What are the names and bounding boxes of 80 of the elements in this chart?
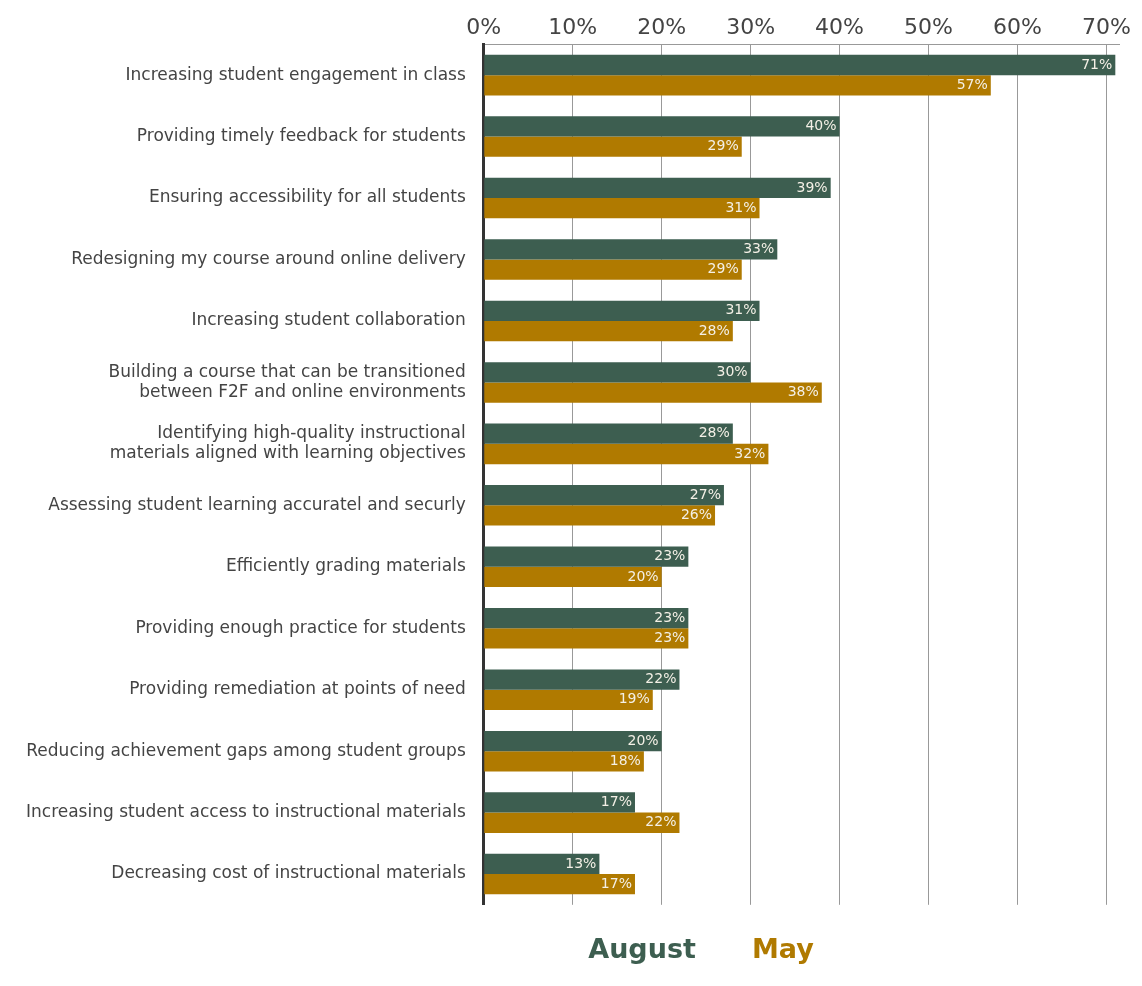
bar bbox=[484, 874, 635, 895]
data-label: 29% bbox=[707, 137, 739, 154]
y-tick-label: Reducing achievement gaps among student groups bbox=[26, 739, 466, 760]
data-label: 29% bbox=[707, 260, 739, 277]
data-label: 20% bbox=[627, 731, 659, 748]
data-label: 13% bbox=[565, 854, 597, 871]
bar bbox=[484, 239, 778, 260]
data-label: 17% bbox=[600, 874, 632, 891]
y-tick-label: Providing enough practice for students bbox=[135, 616, 466, 637]
data-label: 27% bbox=[689, 485, 721, 502]
bar bbox=[484, 382, 822, 403]
y-tick-label: Providing remediation at points of need bbox=[129, 678, 466, 699]
bar bbox=[484, 751, 644, 772]
bar bbox=[484, 177, 831, 199]
data-label: 33% bbox=[743, 240, 775, 256]
bar bbox=[484, 54, 1116, 76]
y-tick-label: Identifying high-quality instructional materials aligned with learning objectives bbox=[109, 422, 466, 463]
bar bbox=[484, 566, 662, 588]
bar bbox=[484, 628, 689, 649]
data-label: 17% bbox=[600, 793, 632, 810]
data-label: 38% bbox=[787, 383, 819, 400]
y-tick-label: Decreasing cost of instructional materials bbox=[111, 862, 466, 883]
data-label: 22% bbox=[645, 813, 677, 830]
bar bbox=[484, 792, 635, 813]
bar bbox=[484, 259, 742, 280]
data-label: 31% bbox=[725, 198, 757, 215]
bar bbox=[484, 362, 751, 383]
data-label: 23% bbox=[654, 608, 686, 625]
data-label: 23% bbox=[654, 547, 686, 564]
y-tick-label: Assessing student learning accuratel and securly bbox=[48, 493, 466, 514]
data-label: 39% bbox=[796, 178, 828, 195]
y-tick-label: Redesigning my course around online delivery bbox=[71, 247, 466, 268]
x-tick-label: 20% bbox=[637, 13, 687, 39]
bar bbox=[484, 853, 600, 875]
bar bbox=[484, 423, 733, 444]
x-tick-label: 10% bbox=[548, 13, 598, 39]
bar bbox=[484, 730, 662, 752]
data-label: 26% bbox=[680, 506, 713, 523]
y-tick-label: Building a course that can be transitioned between F2F and online environments bbox=[108, 360, 466, 402]
bar bbox=[484, 198, 760, 219]
data-label: 57% bbox=[956, 75, 988, 92]
y-tick-label: Increasing student access to instructional materials bbox=[25, 801, 466, 822]
data-label: 28% bbox=[698, 424, 730, 441]
x-tick-label: 0% bbox=[466, 13, 502, 39]
data-label: 40% bbox=[805, 117, 837, 134]
y-tick-label: Increasing student engagement in class bbox=[125, 63, 466, 84]
bar bbox=[484, 300, 760, 321]
y-tick-label: Increasing student collaboration bbox=[191, 309, 466, 330]
bar bbox=[484, 320, 733, 342]
bar bbox=[484, 669, 680, 690]
bar bbox=[484, 136, 742, 157]
y-tick-label: Efficiently grading materials bbox=[225, 555, 466, 576]
text: May bbox=[751, 933, 814, 964]
bar bbox=[484, 485, 724, 506]
data-label: 20% bbox=[627, 567, 659, 584]
y-tick-label: Providing timely feedback for students bbox=[136, 125, 466, 146]
x-tick-label: 30% bbox=[726, 13, 776, 39]
bar bbox=[484, 812, 680, 833]
bar bbox=[484, 443, 769, 465]
data-label: 19% bbox=[618, 690, 650, 707]
bar bbox=[484, 116, 840, 137]
x-tick-label: 40% bbox=[815, 13, 865, 39]
data-label: 71% bbox=[1081, 55, 1113, 72]
data-label: 31% bbox=[725, 301, 757, 318]
data-label: 32% bbox=[734, 444, 766, 461]
bar bbox=[484, 689, 653, 710]
bar bbox=[484, 75, 991, 96]
data-label: 23% bbox=[654, 629, 686, 646]
data-label: 22% bbox=[645, 670, 677, 687]
bar bbox=[484, 546, 689, 567]
x-tick-label: 70% bbox=[1081, 13, 1131, 39]
y-tick-label: Ensuring accessibility for all students bbox=[148, 186, 466, 207]
data-label: 18% bbox=[609, 751, 641, 768]
data-label: 30% bbox=[716, 362, 748, 379]
bar bbox=[484, 607, 689, 629]
x-tick-label: 60% bbox=[993, 13, 1042, 39]
x-tick-label: 50% bbox=[904, 13, 953, 39]
data-label: 28% bbox=[698, 321, 730, 338]
bar bbox=[484, 505, 716, 526]
text: August bbox=[588, 933, 696, 964]
